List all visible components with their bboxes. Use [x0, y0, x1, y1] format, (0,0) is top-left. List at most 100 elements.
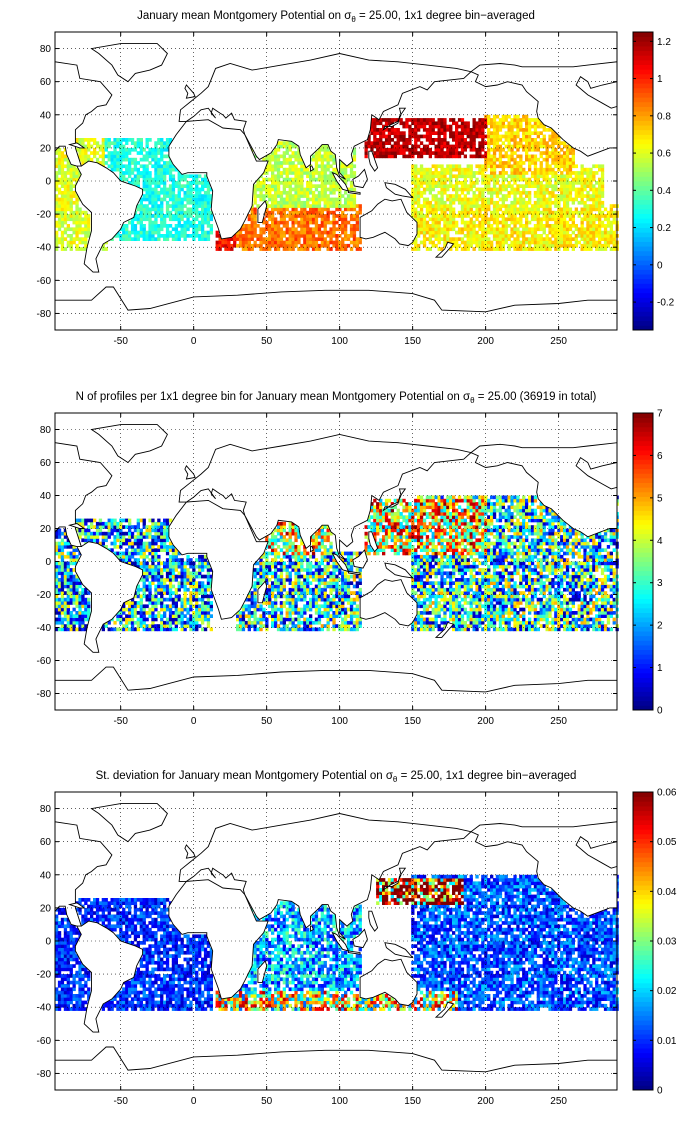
- data-cell: [323, 194, 327, 198]
- data-cell: [78, 581, 82, 585]
- data-cell: [148, 200, 152, 205]
- data-cell: [533, 121, 538, 126]
- data-cell: [490, 134, 494, 139]
- colorbar-swatch: [633, 241, 653, 247]
- data-cell: [329, 227, 333, 232]
- data-cell: [457, 167, 462, 172]
- data-cell: [525, 194, 529, 198]
- data-cell: [101, 627, 105, 632]
- data-cell: [402, 134, 406, 139]
- data-cell: [57, 601, 62, 605]
- data-cell: [428, 177, 432, 182]
- data-cell: [55, 234, 59, 238]
- data-cell: [393, 134, 397, 139]
- data-cell: [160, 234, 164, 238]
- data-cell: [154, 141, 158, 145]
- data-cell: [317, 164, 322, 169]
- data-cell: [148, 545, 152, 549]
- data-cell: [443, 234, 447, 238]
- data-cell: [87, 538, 91, 543]
- data-cell: [452, 220, 456, 225]
- data-cell: [446, 234, 450, 238]
- data-cell: [171, 207, 176, 212]
- data-cell: [189, 597, 193, 602]
- data-cell: [516, 220, 520, 225]
- data-cell: [487, 197, 491, 202]
- data-cell: [557, 224, 561, 228]
- data-cell: [495, 243, 500, 248]
- data-cell: [55, 620, 59, 625]
- data-cell: [574, 181, 578, 185]
- data-cell: [136, 141, 140, 145]
- data-cell: [148, 558, 152, 562]
- data-cell: [157, 581, 161, 585]
- data-cell: [431, 187, 435, 192]
- data-cell: [440, 187, 444, 192]
- data-cell: [113, 545, 117, 549]
- data-cell: [542, 194, 546, 198]
- data-cell: [449, 164, 453, 169]
- data-cell: [344, 177, 348, 182]
- data-cell: [285, 147, 289, 152]
- data-cell: [160, 210, 164, 215]
- data-cell: [560, 157, 564, 162]
- data-cell: [262, 230, 266, 235]
- data-cell: [501, 247, 505, 251]
- data-cell: [551, 174, 555, 179]
- data-cell: [69, 594, 73, 599]
- data-cell: [437, 154, 441, 159]
- data-cell: [492, 204, 497, 208]
- data-cell: [460, 237, 465, 241]
- data-cell: [122, 541, 126, 546]
- data-cell: [291, 230, 295, 235]
- data-cell: [311, 207, 316, 212]
- data-cell: [349, 167, 354, 172]
- data-cell: [128, 174, 132, 179]
- data-cell: [271, 207, 275, 212]
- data-cell: [323, 217, 327, 222]
- data-cell: [589, 177, 593, 182]
- colorbar-swatch: [633, 311, 653, 317]
- data-cell: [201, 204, 205, 208]
- data-cell: [69, 611, 73, 615]
- data-cell: [186, 187, 190, 192]
- data-cell: [513, 144, 517, 149]
- data-cell: [306, 247, 310, 251]
- data-cell: [495, 181, 500, 185]
- data-cell: [528, 128, 532, 132]
- data-cell: [437, 177, 441, 182]
- data-cell: [504, 227, 508, 232]
- data-cell: [81, 624, 85, 628]
- data-cell: [580, 197, 584, 202]
- data-cell: [276, 141, 281, 145]
- data-cell: [165, 227, 170, 232]
- data-cell: [148, 190, 152, 195]
- data-cell: [446, 184, 450, 188]
- data-cell: [434, 197, 438, 202]
- data-cell: [466, 174, 470, 179]
- data-cell: [136, 545, 140, 549]
- data-cell: [171, 591, 176, 595]
- data-cell: [539, 204, 543, 208]
- data-cell: [75, 604, 79, 609]
- data-cell: [425, 227, 430, 232]
- data-cell: [481, 181, 485, 185]
- data-cell: [271, 187, 275, 192]
- data-cell: [288, 147, 292, 152]
- data-cell: [384, 138, 389, 142]
- data-cell: [402, 138, 406, 142]
- data-cell: [411, 197, 415, 202]
- data-cell: [139, 551, 143, 556]
- data-cell: [160, 594, 164, 599]
- data-cell: [414, 128, 418, 132]
- data-cell: [160, 620, 164, 625]
- data-cell: [311, 234, 316, 238]
- data-cell: [291, 234, 295, 238]
- data-cell: [329, 184, 333, 188]
- data-cell: [481, 174, 485, 179]
- data-cell: [306, 167, 310, 172]
- data-cell: [72, 545, 76, 549]
- data-cell: [66, 601, 70, 605]
- data-cell: [78, 224, 82, 228]
